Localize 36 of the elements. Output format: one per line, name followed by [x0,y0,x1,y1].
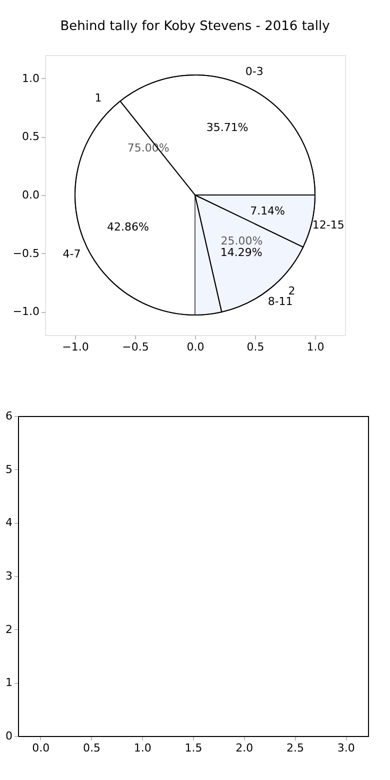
y-tick-label: 0.0 [22,188,40,202]
y-tick-label: 3 [6,570,12,582]
y-tick-label: 1.0 [22,72,40,85]
slice-label: 0-3 [245,64,264,78]
y-tick-label: 6 [6,410,12,422]
x-tick-label: 0.5 [246,340,264,354]
y-tick-label: 1 [6,676,12,690]
x-tick-label: 1.5 [184,742,202,754]
y-tick-label: −0.5 [12,246,40,260]
x-tick-label: 1.0 [306,340,324,354]
data-label: 25.00% [220,234,263,248]
data-label: 14.29% [220,246,262,260]
x-tick-label: 0.5 [83,742,101,754]
y-tick-label: 4 [6,516,12,530]
y-tick-label: 5 [6,462,12,476]
x-tick-label: 1.0 [134,742,152,754]
x-tick-label: 0.0 [186,340,204,354]
y-tick-label: 0.5 [22,130,40,144]
y-tick-label: 2 [6,622,12,636]
slice-label: 12-15 [312,218,344,232]
x-tick-label: 0.0 [32,742,50,754]
y-tick-label: 0 [6,730,12,742]
x-tick-label: −0.5 [122,340,149,354]
x-tick-label: 3.0 [337,742,355,754]
pie-slice [194,194,316,248]
pie-slice [120,74,316,196]
x-tick-label: 2.5 [286,742,304,754]
data-label: 7.14% [250,204,286,218]
data-label: 35.71% [206,120,248,134]
slice-label: 1 [94,91,102,104]
x-tick-label: 2.0 [236,742,254,754]
data-label: 42.86% [106,220,149,234]
slice-label: 4-7 [62,247,81,260]
chart-title: Behind tally for Koby Stevens - 2016 tally [60,19,330,34]
y-tick-label: −1.0 [12,305,40,318]
x-tick-label: −1.0 [62,340,89,354]
